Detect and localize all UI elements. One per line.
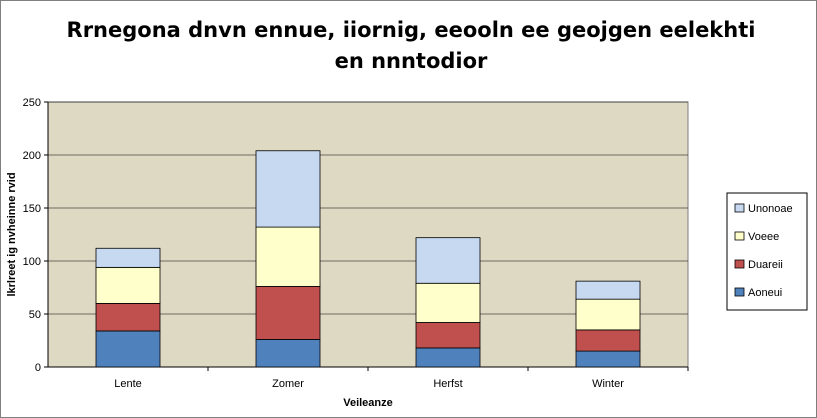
legend-label: Voeee — [748, 231, 779, 243]
x-tick-label: Herfst — [433, 378, 462, 390]
bar-segment — [575, 329, 641, 352]
bar-segment — [95, 247, 161, 268]
legend-label: Duareii — [748, 259, 783, 271]
y-tick-label: 100 — [23, 256, 41, 268]
y-axis-title: lkrlreet ig nvheinne rvid — [6, 172, 18, 296]
bar-segment — [415, 282, 481, 323]
bar-segment — [255, 286, 321, 340]
legend-swatch — [734, 203, 745, 213]
legend-swatch — [734, 259, 745, 269]
bar-segment — [415, 347, 481, 368]
bar-segment — [255, 226, 321, 287]
bar-segment — [95, 266, 161, 304]
bar-segment — [415, 237, 481, 284]
legend-swatch — [734, 231, 745, 241]
bar-segment — [575, 350, 641, 368]
y-tick-label: 0 — [35, 362, 41, 374]
x-axis-title: Veileanze — [343, 397, 393, 409]
legend-label: Unonoae — [748, 203, 793, 215]
bar-segment — [575, 280, 641, 300]
bar-segment — [415, 322, 481, 349]
y-tick-label: 250 — [23, 97, 41, 109]
bar-segment — [575, 298, 641, 331]
bar-segment — [255, 339, 321, 368]
x-tick-label: Lente — [114, 378, 142, 390]
y-tick-label: 150 — [23, 203, 41, 215]
bar-segment — [95, 302, 161, 332]
x-tick-label: Winter — [592, 378, 624, 390]
bar-segment — [255, 150, 321, 228]
legend-label: Aoneui — [748, 287, 782, 299]
bar-segment — [95, 330, 161, 368]
y-tick-label: 50 — [29, 309, 41, 321]
chart-title: Rrnegona dnvn ennue, iiornig, eeooln ee … — [66, 18, 756, 73]
x-tick-label: Zomer — [272, 378, 304, 390]
legend-swatch — [734, 287, 745, 297]
y-tick-label: 200 — [23, 150, 41, 162]
